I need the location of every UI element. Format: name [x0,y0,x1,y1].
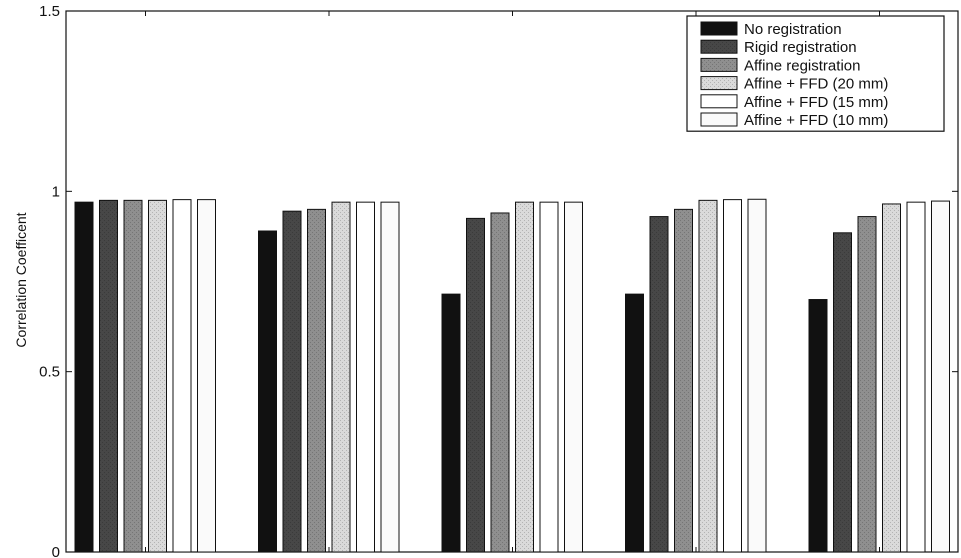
y-axis: 0 0.5 1 1.5 [39,3,958,558]
bar-texture [650,216,668,552]
bar [356,201,375,553]
legend-label: Rigid registration [744,39,857,56]
bar [539,201,559,553]
y-tick-label: 1 [52,183,60,200]
legend-label: Affine + FFD (15 mm) [744,94,888,111]
bar [172,199,192,553]
legend-label: Affine + FFD (10 mm) [744,112,888,129]
bar-texture [882,203,901,552]
legend-swatch-texture [701,76,737,90]
bar-texture [674,209,693,552]
bar [931,200,950,553]
bar-texture [491,212,509,552]
bar-texture [515,202,534,553]
bar-texture [307,209,326,552]
bar [625,293,644,553]
legend-swatch [700,94,738,109]
y-tick-label: 0.5 [39,364,60,381]
bar [441,293,461,553]
legend-swatch-texture [701,40,737,54]
bar [564,201,583,553]
bar [723,199,742,553]
bar [906,201,926,553]
bar-texture [99,200,118,552]
bar [258,230,277,553]
bar-texture [283,211,301,553]
legend-swatch-texture [701,58,737,72]
legend-label: No registration [744,21,842,38]
legend-swatch [700,112,738,127]
bar [380,201,400,553]
bar [74,201,94,553]
bars-layer [74,11,950,553]
bar [747,198,767,553]
bar-texture [833,232,852,552]
bar-texture [699,200,717,552]
bar [808,299,828,553]
bar-texture [124,200,142,552]
bar-texture [858,216,876,552]
y-tick-label: 1.5 [39,3,60,20]
bar [197,199,216,553]
y-tick-label: 0 [52,544,60,558]
bar-texture [148,200,167,552]
y-axis-title: Correlation Coefficent [13,212,29,347]
bar-texture [332,202,350,553]
legend-label: Affine registration [744,57,860,74]
legend-label: Affine + FFD (20 mm) [744,76,888,93]
bar-texture [466,218,485,552]
legend-swatch [700,21,738,36]
